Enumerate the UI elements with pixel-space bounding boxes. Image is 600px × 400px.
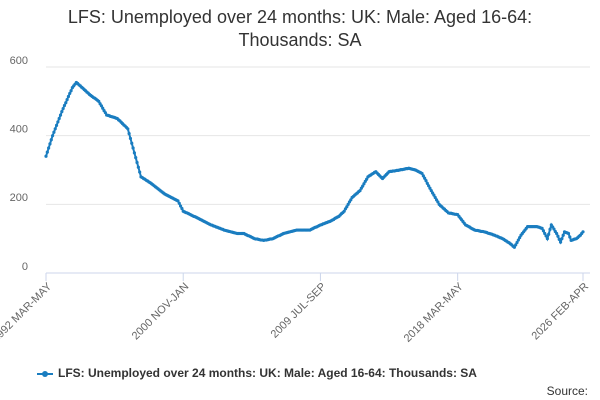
point: [548, 227, 552, 231]
point: [178, 204, 183, 208]
point: [358, 189, 362, 193]
point: [130, 141, 134, 145]
point: [44, 154, 48, 158]
point: [420, 171, 424, 176]
point: [561, 233, 565, 237]
point: [57, 116, 61, 121]
point: [545, 237, 549, 241]
point: [566, 231, 571, 236]
point: [568, 235, 572, 239]
point: [45, 150, 49, 154]
point: [65, 98, 69, 102]
point: [60, 110, 64, 114]
point: [512, 245, 516, 249]
point: [547, 232, 551, 236]
point: [433, 195, 437, 200]
line: [45, 81, 584, 249]
x-tick-label: 2026 FEB-APR: [530, 281, 592, 343]
point: [516, 238, 520, 242]
point: [427, 184, 431, 188]
point: [424, 179, 428, 183]
point: [176, 199, 180, 203]
point: [555, 231, 559, 236]
point: [128, 136, 133, 141]
y-tick-label: 400: [10, 124, 28, 136]
point: [103, 111, 107, 115]
point: [53, 127, 57, 131]
point: [132, 151, 137, 155]
point: [552, 227, 556, 231]
point: [56, 120, 60, 124]
point: [101, 106, 105, 110]
point: [581, 230, 585, 234]
point: [346, 202, 350, 206]
legend-marker: [42, 371, 48, 377]
y-tick-label: 200: [10, 192, 28, 204]
point: [64, 101, 68, 105]
point: [557, 237, 561, 241]
y-tick-label: 600: [10, 55, 28, 67]
x-tick-label: 2018 MAR-MAY: [402, 280, 467, 345]
point: [177, 201, 181, 205]
source: Source:: [547, 384, 588, 398]
point: [61, 106, 65, 111]
point: [54, 123, 59, 127]
point: [518, 236, 522, 240]
point: [131, 146, 135, 150]
point: [560, 237, 564, 241]
point: [544, 234, 548, 238]
point: [342, 209, 346, 213]
point: [425, 181, 429, 185]
point: [52, 130, 56, 134]
point: [362, 182, 366, 186]
point: [50, 134, 55, 138]
point: [68, 91, 72, 96]
point: [432, 193, 436, 197]
point: [541, 229, 546, 233]
legend-label: LFS: Unemployed over 24 months: UK: Male…: [58, 366, 477, 380]
point: [62, 103, 67, 108]
point: [135, 160, 139, 165]
point: [69, 89, 73, 93]
point: [49, 138, 53, 142]
point: [138, 170, 142, 174]
point: [345, 205, 349, 209]
point: [429, 189, 433, 193]
point: [436, 200, 440, 204]
point: [136, 165, 140, 169]
point: [58, 113, 63, 117]
point: [423, 176, 427, 180]
chart-title: LFS: Unemployed over 24 months: UK: Male…: [67, 7, 533, 50]
point: [66, 94, 71, 99]
point: [47, 146, 51, 150]
point: [428, 186, 432, 190]
point: [349, 198, 353, 202]
point: [540, 226, 544, 230]
point: [365, 177, 369, 181]
point: [558, 240, 563, 244]
point: [99, 104, 104, 108]
x-tick-label: 1992 MAR-MAY: [0, 280, 55, 345]
point: [514, 243, 518, 247]
point: [543, 231, 547, 236]
point: [556, 234, 560, 238]
point: [97, 99, 101, 103]
point: [134, 156, 138, 160]
point: [361, 184, 365, 188]
point: [515, 240, 519, 245]
point: [127, 132, 131, 136]
point: [180, 206, 184, 211]
point: [48, 142, 52, 146]
x-tick-label: 2000 NOV-JAN: [130, 281, 192, 343]
point: [421, 174, 425, 178]
x-tick-label: 2009 JUL-SEP: [269, 281, 329, 341]
point: [126, 127, 130, 131]
y-tick-label: 0: [22, 261, 28, 273]
